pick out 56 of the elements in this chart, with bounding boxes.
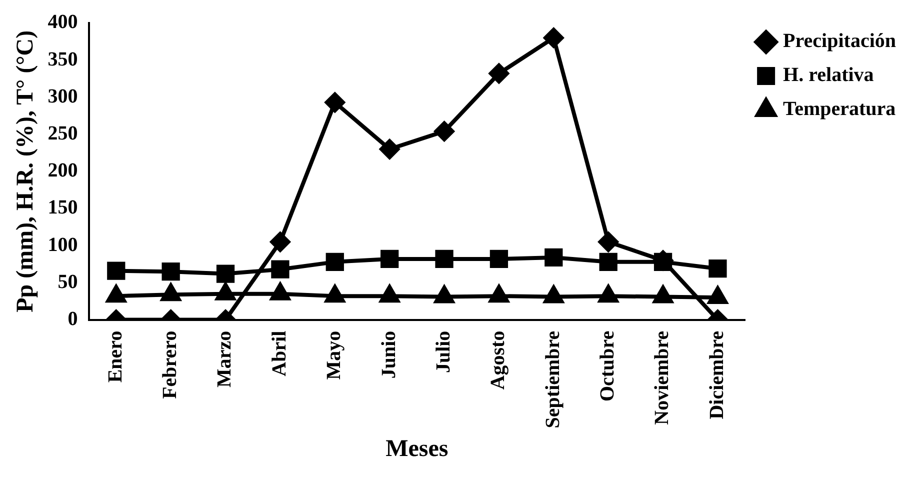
x-tick-label: Septiembre (542, 330, 564, 428)
y-tick-label: 250 (48, 122, 78, 144)
point (270, 232, 290, 252)
point (216, 282, 236, 300)
point (325, 285, 345, 303)
y-tick-label: 150 (48, 196, 78, 219)
x-tick-label: Abril (268, 330, 290, 376)
legend-label: Temperatura (783, 98, 896, 120)
x-tick-label: Junio (378, 330, 400, 379)
x-axis-title: Meses (386, 436, 448, 462)
point (324, 92, 345, 112)
legend-label: Precipitación (783, 30, 896, 52)
point (599, 252, 618, 271)
point (653, 286, 673, 304)
point (380, 139, 400, 160)
x-tick-label: Julio (432, 330, 454, 374)
y-tick-label: 0 (68, 308, 78, 330)
point (489, 285, 509, 303)
x-tick-label: Mayo (323, 330, 346, 380)
point (106, 285, 126, 303)
point (107, 262, 126, 280)
point (435, 250, 454, 268)
point (161, 284, 181, 302)
point (380, 285, 400, 303)
point (326, 252, 344, 271)
y-tick-label: 350 (48, 48, 78, 70)
x-tick-label: Agosto (487, 330, 510, 390)
x-tick-label: Enero (104, 330, 126, 383)
x-tick-label: Noviembre (651, 330, 674, 425)
point (598, 232, 618, 252)
point (708, 286, 728, 304)
x-tick-label: Octubre (596, 330, 619, 402)
x-tick-label: Diciembre (706, 330, 728, 420)
y-tick-label: 400 (48, 11, 78, 34)
y-tick-label: 100 (48, 234, 78, 256)
point (380, 250, 399, 268)
point (270, 282, 290, 300)
point (490, 250, 508, 268)
point (434, 286, 454, 304)
legend-label: H. relativa (783, 64, 874, 86)
y-tick-label: 300 (48, 85, 78, 108)
point (488, 63, 509, 84)
point (544, 28, 564, 48)
point (271, 260, 290, 278)
point (434, 121, 454, 142)
y-axis-title: Pp (mm), H.R. (%), T° (°C) (12, 30, 39, 312)
point (708, 260, 727, 278)
y-tick-label: 50 (58, 270, 78, 293)
point (544, 286, 564, 304)
x-tick-label: Febrero (159, 330, 182, 399)
point (598, 285, 618, 303)
point (162, 262, 180, 281)
y-tick-label: 200 (48, 160, 78, 182)
x-tick-label: Marzo (214, 330, 236, 388)
point (216, 264, 235, 283)
point (544, 248, 563, 267)
